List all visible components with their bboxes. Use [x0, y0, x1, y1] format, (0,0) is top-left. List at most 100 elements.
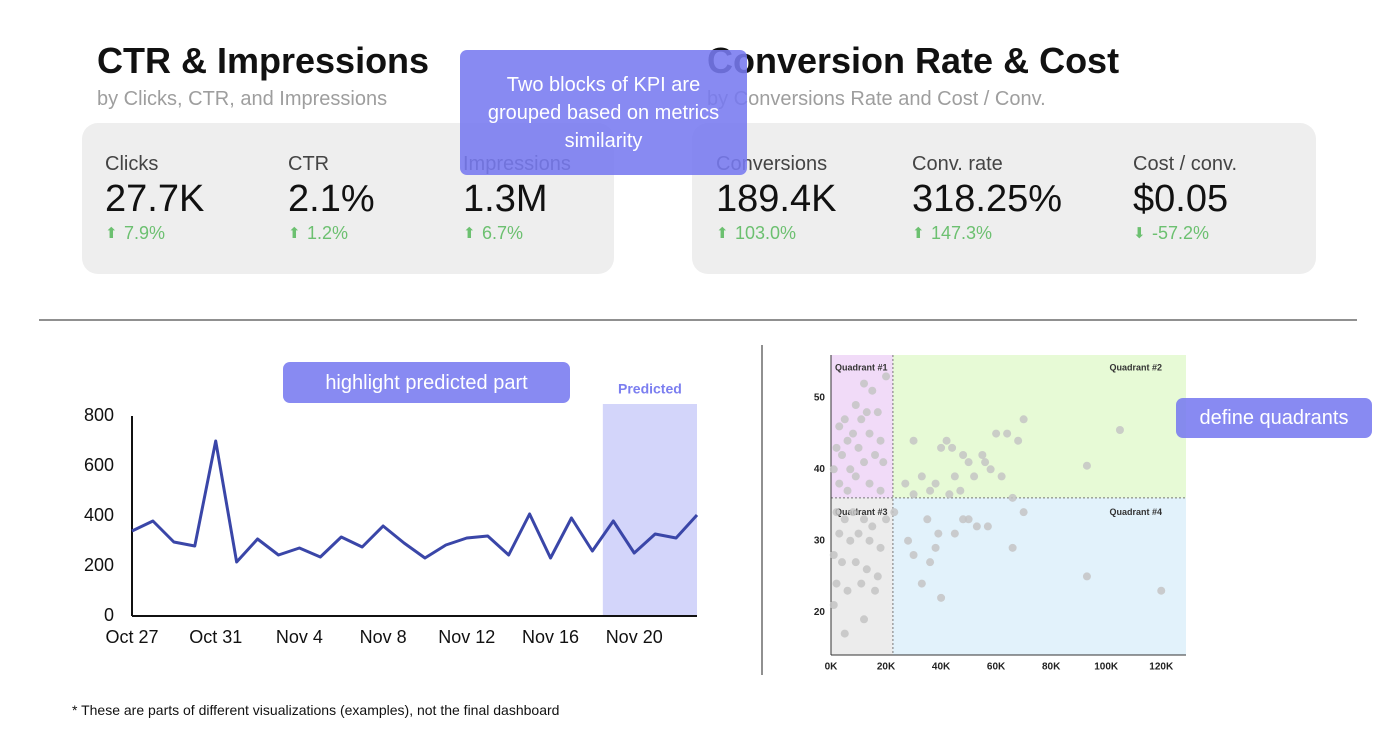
kpi-arrow: ⬇	[1133, 225, 1146, 242]
point	[840, 629, 849, 638]
point	[923, 515, 932, 524]
callout: define quadrants	[1176, 398, 1372, 438]
point	[956, 486, 965, 495]
kpi-change: 1.2%	[307, 223, 349, 243]
kpi-arrow: ⬆	[716, 225, 729, 242]
point	[986, 465, 995, 474]
point	[873, 572, 882, 581]
point	[937, 593, 946, 602]
point	[934, 529, 943, 538]
point	[838, 451, 847, 459]
quadrant-label: Quadrant #1	[835, 362, 888, 372]
kpi-label: Clicks	[105, 153, 159, 175]
point	[873, 408, 882, 417]
y-tick-label: 40	[814, 464, 826, 475]
point	[937, 443, 946, 452]
point	[843, 436, 852, 445]
point	[840, 515, 849, 524]
point	[901, 479, 910, 488]
point	[1014, 436, 1023, 445]
point	[931, 479, 940, 488]
point	[1008, 543, 1017, 552]
point	[959, 451, 968, 459]
kpi-change: -57.2%	[1152, 223, 1210, 243]
point	[1008, 493, 1017, 502]
point	[851, 401, 860, 409]
point	[1003, 429, 1012, 438]
x-tick-label: Nov 4	[276, 627, 323, 647]
x-tick-label: 0K	[825, 662, 839, 673]
block-subtitle: by Conversions Rate and Cost / Conv.	[707, 88, 1046, 110]
point	[835, 529, 844, 538]
point	[868, 386, 877, 395]
point	[1082, 461, 1091, 470]
point	[904, 536, 913, 545]
point	[964, 458, 973, 467]
kpi-arrow: ⬆	[105, 225, 118, 242]
x-tick-label: Nov 12	[438, 627, 495, 647]
kpi-change: 7.9%	[124, 223, 166, 243]
point	[832, 579, 841, 588]
point	[849, 508, 858, 517]
point	[832, 443, 841, 452]
y-tick-label: 50	[814, 392, 826, 403]
x-tick-label: 40K	[932, 662, 951, 673]
point	[1082, 572, 1091, 581]
kpi-value: 318.25%	[912, 178, 1063, 220]
y-tick-label: 0	[104, 605, 114, 625]
point	[854, 443, 863, 452]
point	[882, 372, 891, 381]
kpi-value: 2.1%	[288, 178, 375, 220]
point	[909, 551, 918, 559]
point	[926, 486, 935, 495]
kpi-arrow: ⬆	[288, 225, 301, 242]
point	[978, 451, 987, 459]
point	[876, 543, 885, 552]
point	[871, 586, 880, 595]
point	[838, 558, 847, 567]
point	[942, 436, 951, 445]
x-tick-label: Oct 31	[189, 627, 242, 647]
kpi-value: 189.4K	[716, 178, 837, 220]
point	[959, 515, 968, 524]
x-tick-label: Nov 16	[522, 627, 579, 647]
point	[860, 615, 869, 624]
point	[854, 529, 863, 538]
point	[865, 536, 874, 545]
point	[860, 515, 869, 524]
point	[865, 429, 874, 438]
point	[843, 586, 852, 595]
point	[868, 522, 877, 531]
kpi-arrow: ⬆	[463, 225, 476, 242]
quadrant	[831, 497, 893, 655]
point	[945, 490, 954, 499]
quadrant	[892, 355, 1186, 498]
x-tick-label: 20K	[877, 662, 896, 673]
series-line	[131, 439, 699, 564]
point	[950, 529, 959, 538]
kpi-value: 27.7K	[105, 178, 205, 220]
point	[876, 486, 885, 495]
y-tick-label: 30	[814, 535, 826, 546]
point	[926, 558, 935, 567]
predicted-label: Predicted	[618, 381, 682, 397]
point	[1115, 426, 1124, 434]
point	[840, 415, 849, 424]
point	[846, 536, 855, 545]
point	[851, 472, 860, 481]
kpi-value: $0.05	[1133, 178, 1229, 220]
point	[917, 579, 926, 588]
x-tick-label: Oct 27	[105, 627, 158, 647]
point	[890, 508, 899, 517]
point	[909, 490, 918, 499]
point	[846, 465, 855, 474]
point	[849, 429, 858, 438]
x-tick-label: 60K	[987, 662, 1006, 673]
x-tick-label: Nov 20	[606, 627, 663, 647]
kpi-label: Cost / conv.	[1133, 153, 1238, 175]
point	[950, 472, 959, 481]
point	[879, 458, 888, 467]
footnote: * These are parts of different visualiza…	[72, 702, 560, 718]
